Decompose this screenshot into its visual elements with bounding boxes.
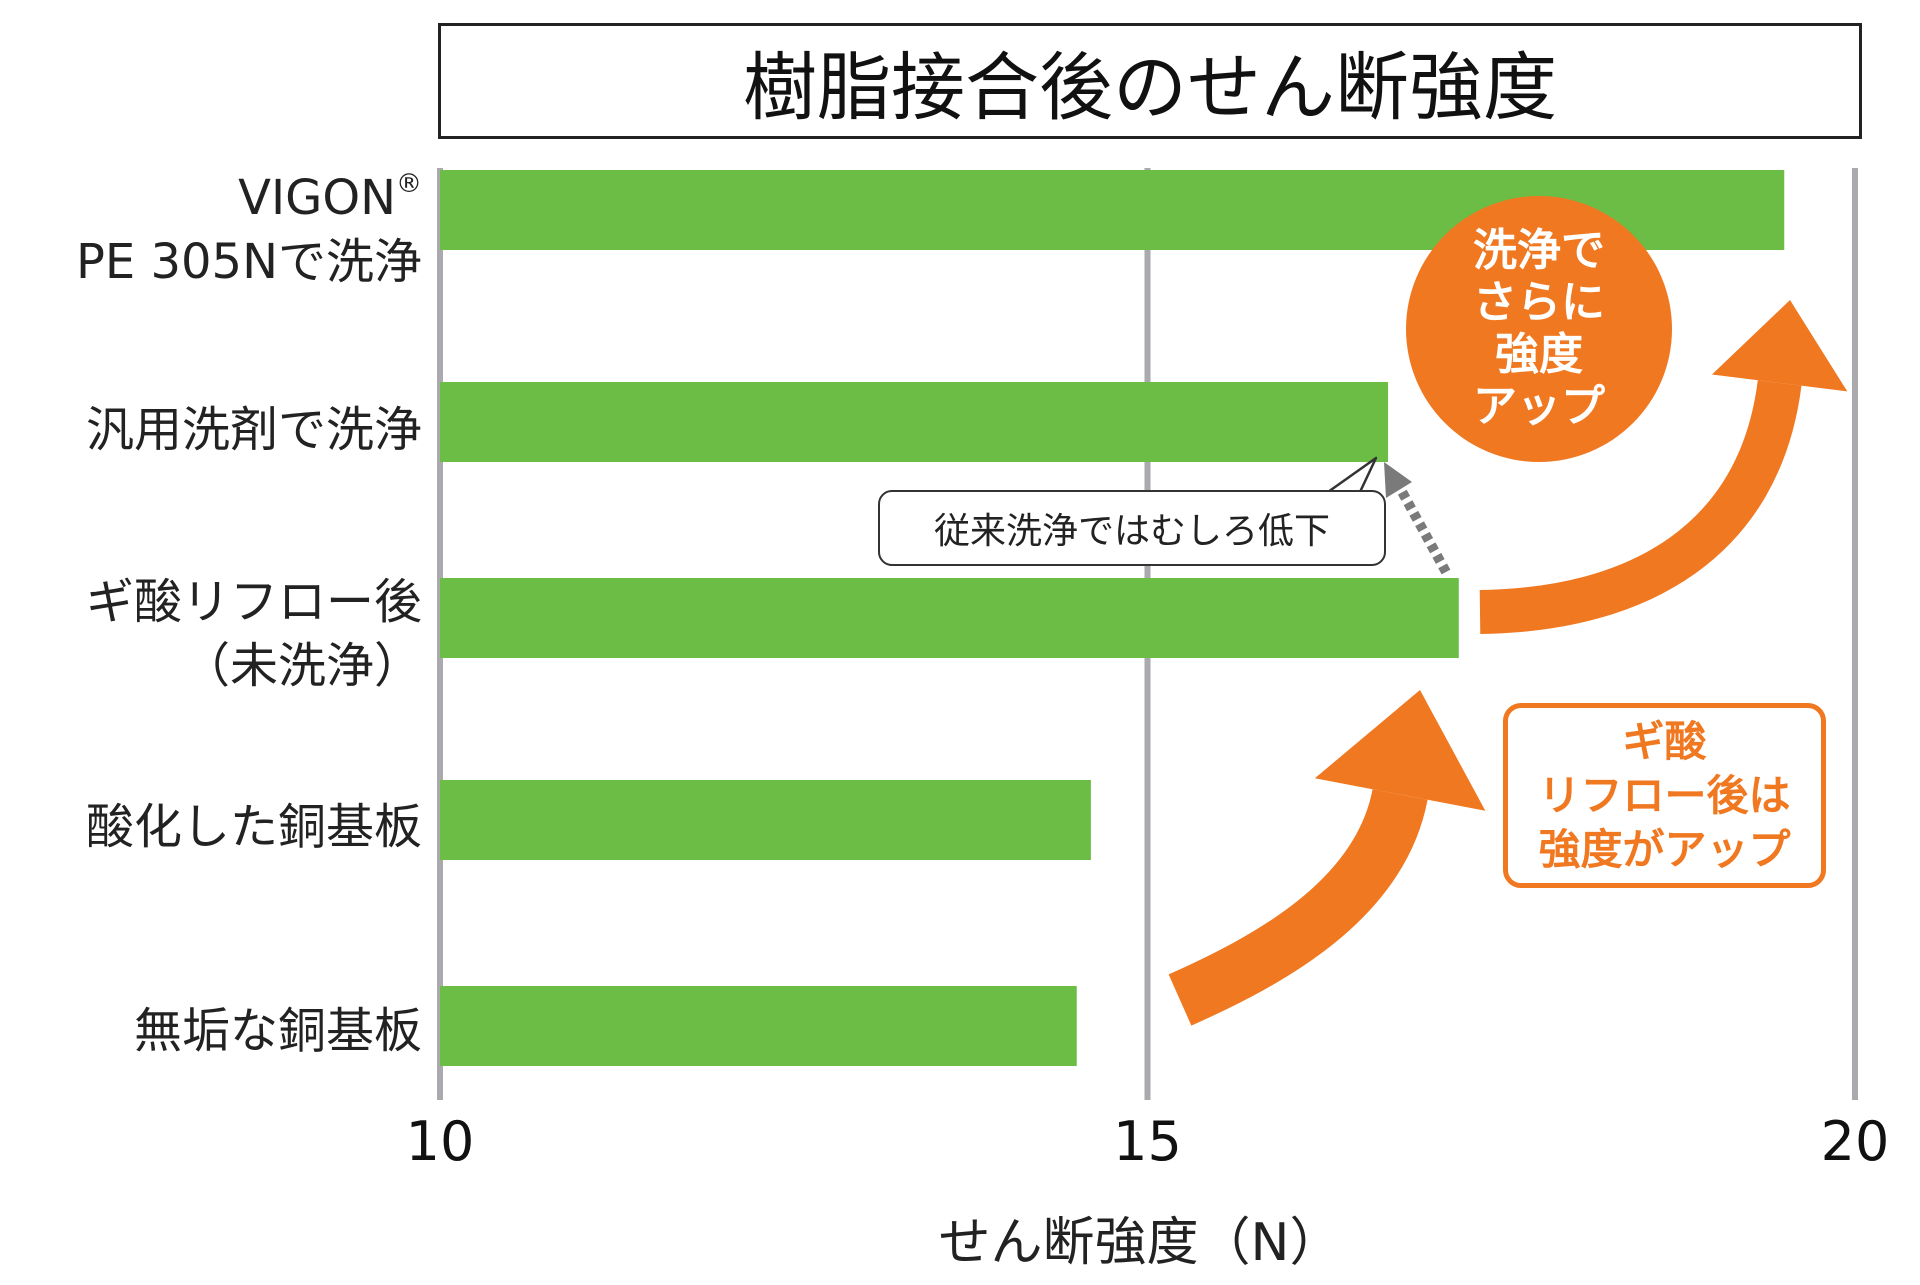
formic-acid-badge: ギ酸 リフロー後は 強度がアップ — [1503, 703, 1826, 888]
category-label-1: 汎用洗剤で洗浄 — [85, 402, 422, 458]
category-label-4: 無垢な銅基板 — [133, 1003, 422, 1059]
category-label-2-line1: ギ酸リフロー後 — [85, 574, 422, 630]
x-tick-label-20: 20 — [1820, 1110, 1890, 1173]
box-badge-line-2: 強度がアップ — [1538, 824, 1791, 874]
category-label-0-line2: PE 305Nで洗浄 — [75, 234, 422, 290]
dotted-arrow-shaft — [1395, 485, 1451, 575]
circle-badge-line-0: 洗浄で — [1473, 225, 1605, 276]
upper-orange-arrow-shaft — [1479, 379, 1802, 634]
upper-orange-arrow — [1479, 300, 1848, 634]
decrease-callout: 従来洗浄ではむしろ低下 — [878, 490, 1386, 566]
strength-up-circle-badge: 洗浄で さらに 強度 アップ — [1406, 196, 1672, 462]
category-label-0: VIGON® PE 305Nで洗浄 — [76, 152, 422, 294]
bar-1 — [440, 382, 1389, 462]
category-label-2-line2: （未洗浄） — [181, 638, 422, 694]
dotted-decrease-arrow — [1384, 462, 1451, 575]
x-tick-label-10: 10 — [405, 1110, 475, 1173]
category-label-3: 酸化した銅基板 — [85, 799, 422, 855]
chart-title: 樹脂接合後のせん断強度 — [438, 23, 1862, 139]
box-badge-line-0: ギ酸 — [1622, 716, 1707, 766]
bar-2 — [440, 578, 1459, 658]
circle-badge-line-1: さらに — [1473, 277, 1605, 328]
circle-badge-line-3: アップ — [1473, 381, 1605, 432]
upper-orange-arrow-head — [1711, 300, 1848, 392]
lower-orange-arrow-head — [1314, 690, 1486, 811]
category-label-0-line1: VIGON — [238, 170, 396, 226]
lower-orange-arrow — [1168, 690, 1486, 1026]
bar-4 — [440, 986, 1077, 1066]
box-badge-line-1: リフロー後は — [1538, 770, 1791, 820]
circle-badge-line-2: 強度 — [1495, 329, 1583, 380]
x-axis-title: せん断強度（N） — [938, 1213, 1342, 1273]
category-label-2: ギ酸リフロー後 （未洗浄） — [86, 570, 422, 698]
dotted-arrow-head — [1384, 462, 1412, 498]
bar-3 — [440, 780, 1091, 860]
callout-tail — [1326, 456, 1378, 494]
x-tick-label-15: 15 — [1113, 1110, 1182, 1173]
lower-orange-arrow-shaft — [1168, 788, 1428, 1026]
registered-mark: ® — [396, 169, 422, 199]
